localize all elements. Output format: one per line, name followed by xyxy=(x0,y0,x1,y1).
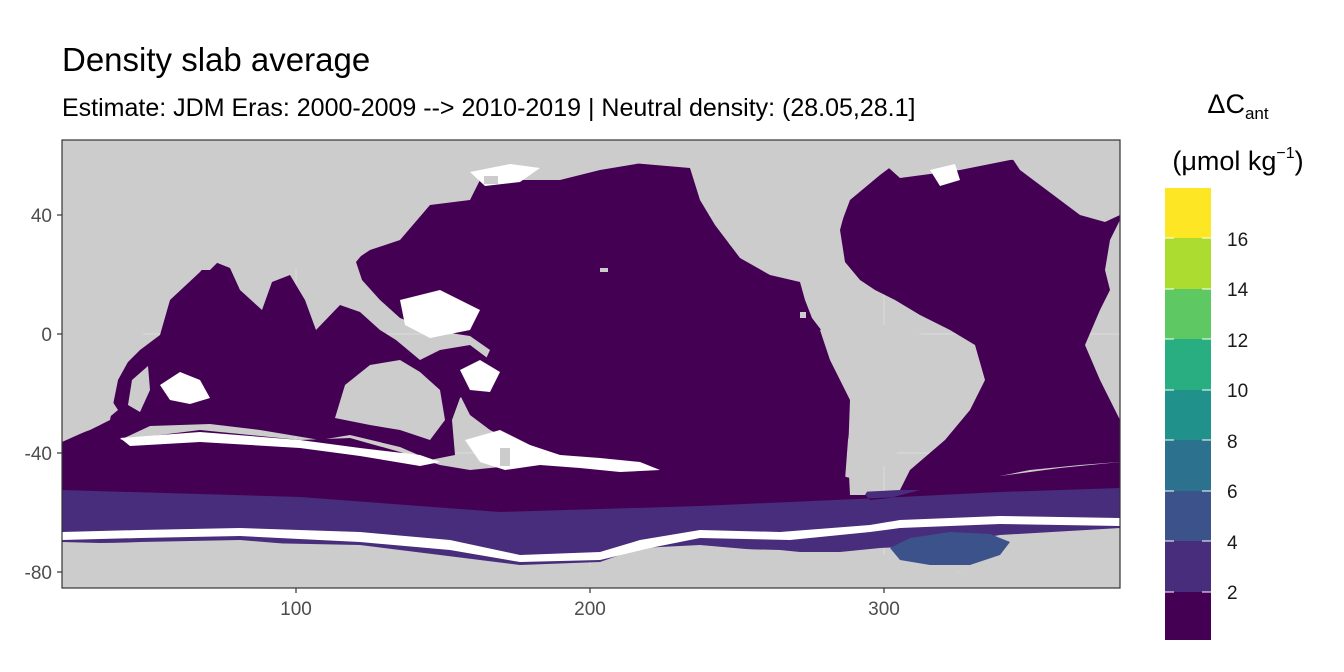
legend-ticks xyxy=(1165,237,1211,593)
legend-swatch xyxy=(1165,339,1211,390)
legend-label: 12 xyxy=(1227,331,1248,352)
no-data-patches xyxy=(120,164,960,472)
legend-swatch xyxy=(1165,440,1211,491)
legend-unit: (μmol kg−1) xyxy=(1172,145,1304,176)
land-masses xyxy=(62,140,1120,588)
x-tick-label: 100 xyxy=(280,599,312,620)
legend-label: 2 xyxy=(1227,583,1238,604)
plot-subtitle: Estimate: JDM Eras: 2000-2009 --> 2010-2… xyxy=(62,94,916,122)
legend-label: 14 xyxy=(1227,280,1249,301)
panel-border xyxy=(61,139,1121,589)
y-tick-label: 0 xyxy=(41,325,52,346)
map-panel xyxy=(62,140,1120,588)
x-tick-label: 300 xyxy=(868,599,900,620)
antarctica xyxy=(62,538,1120,588)
legend-title: ΔCant (μmol kg−1) xyxy=(1158,84,1318,181)
legend-colorbar: 2 4 6 8 10 12 14 16 xyxy=(1165,188,1249,640)
weddell-sea-patch xyxy=(890,532,1010,565)
legend-label: 16 xyxy=(1227,230,1248,251)
y-tick-label: 40 xyxy=(31,206,52,227)
x-tick-label: 200 xyxy=(574,599,606,620)
legend-swatch xyxy=(1165,592,1211,640)
legend-swatch xyxy=(1165,238,1211,289)
ocean-atlantic xyxy=(840,150,1120,490)
legend-swatch xyxy=(1165,390,1211,440)
eurasia xyxy=(200,140,700,280)
legend-swatch xyxy=(1165,289,1211,339)
legend-swatch xyxy=(1165,491,1211,541)
africa xyxy=(62,160,230,440)
south-america xyxy=(820,318,960,495)
madagascar xyxy=(128,366,150,412)
europe-greenland xyxy=(1000,140,1120,222)
antarctic-seam xyxy=(62,516,1120,562)
small-islands xyxy=(360,176,806,466)
y-tick-label: -40 xyxy=(25,444,52,465)
north-america xyxy=(700,140,1000,275)
x-axis: 100 200 300 xyxy=(280,588,900,620)
legend-swatch xyxy=(1165,541,1211,592)
legend-swatch xyxy=(1165,188,1211,238)
y-axis: 40 0 -40 -80 xyxy=(25,206,62,584)
legend-label: 4 xyxy=(1227,533,1238,554)
southern-ocean-band xyxy=(62,482,1120,565)
legend-label: 8 xyxy=(1227,432,1238,453)
legend-label: 6 xyxy=(1227,482,1238,503)
legend-label: 10 xyxy=(1227,381,1248,402)
ocean-pacific xyxy=(356,148,855,492)
australia xyxy=(335,360,445,440)
plot-title: Density slab average xyxy=(62,41,371,78)
legend-symbol: ΔCant xyxy=(1207,89,1269,123)
y-tick-label: -80 xyxy=(25,563,52,584)
